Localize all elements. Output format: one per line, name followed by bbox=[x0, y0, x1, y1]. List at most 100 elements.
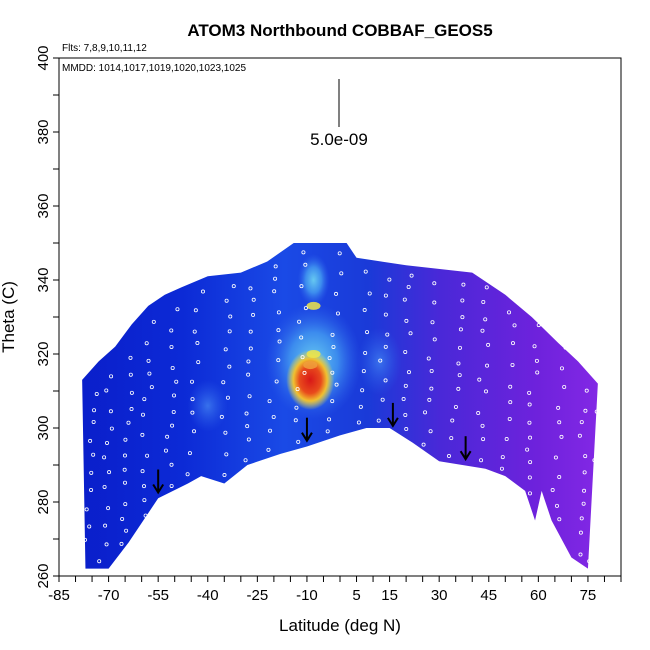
sample-point bbox=[403, 412, 408, 417]
sample-point bbox=[481, 437, 486, 442]
sample-point bbox=[557, 420, 562, 425]
sample-point bbox=[170, 423, 175, 428]
sample-point bbox=[587, 559, 592, 564]
sample-point bbox=[579, 516, 584, 521]
sample-point bbox=[147, 371, 152, 376]
sample-point bbox=[268, 428, 273, 433]
sample-point bbox=[195, 341, 200, 346]
sample-point bbox=[224, 452, 229, 457]
sample-point bbox=[406, 370, 411, 375]
hotspot-yellow bbox=[306, 301, 321, 310]
sample-point bbox=[361, 369, 366, 374]
sample-point bbox=[376, 418, 381, 423]
sample-point bbox=[508, 384, 513, 389]
sample-point bbox=[559, 366, 564, 371]
y-tick-label: 280 bbox=[35, 489, 52, 514]
sample-point bbox=[109, 426, 114, 431]
x-axis: -85 -70 -55 -40 -25 -10 5 15 30 45 60 75 bbox=[48, 576, 622, 604]
sample-point bbox=[449, 436, 454, 441]
sample-point bbox=[528, 460, 533, 465]
sample-point bbox=[477, 377, 482, 382]
sample-point bbox=[401, 397, 406, 402]
sample-point bbox=[387, 277, 392, 282]
sample-point bbox=[271, 414, 276, 419]
sample-point bbox=[185, 472, 190, 477]
sample-point bbox=[142, 397, 147, 402]
sample-point bbox=[190, 410, 195, 415]
sample-point bbox=[380, 397, 385, 402]
sample-points bbox=[79, 250, 604, 564]
y-axis: 260 280 300 320 340 360 380 400 bbox=[35, 45, 59, 589]
sample-point bbox=[327, 356, 332, 361]
sample-point bbox=[595, 444, 600, 449]
sample-point bbox=[356, 420, 361, 425]
sample-point bbox=[460, 298, 465, 303]
sample-point bbox=[406, 285, 411, 290]
sample-point bbox=[334, 291, 339, 296]
sample-point bbox=[337, 251, 342, 256]
sample-point bbox=[223, 347, 228, 352]
sample-point bbox=[251, 312, 256, 317]
sample-point bbox=[107, 470, 112, 475]
sample-point bbox=[273, 264, 278, 269]
sample-point bbox=[126, 420, 131, 425]
sample-point bbox=[227, 364, 232, 369]
sample-point bbox=[450, 418, 455, 423]
sample-point bbox=[476, 411, 481, 416]
sample-point bbox=[339, 271, 344, 276]
sample-point bbox=[128, 355, 133, 360]
sample-point bbox=[102, 484, 107, 489]
sample-point bbox=[231, 284, 236, 289]
sample-point bbox=[248, 329, 253, 334]
sample-point bbox=[378, 358, 383, 363]
sample-point bbox=[128, 372, 133, 377]
sample-point bbox=[525, 447, 530, 452]
sample-point bbox=[165, 434, 170, 439]
sample-point bbox=[79, 559, 84, 564]
sample-point bbox=[251, 297, 256, 302]
sample-point bbox=[123, 502, 128, 507]
sample-point bbox=[300, 355, 305, 360]
sample-point bbox=[143, 513, 148, 518]
sample-point bbox=[89, 470, 94, 475]
sample-point bbox=[146, 358, 151, 363]
sample-point bbox=[486, 342, 491, 347]
sample-point bbox=[140, 469, 145, 474]
scale-bar-label: 5.0e-09 bbox=[310, 130, 368, 149]
sample-point bbox=[122, 453, 127, 458]
sample-point bbox=[508, 400, 513, 405]
x-tick-label: 45 bbox=[480, 587, 497, 604]
sample-point bbox=[189, 379, 194, 384]
x-tick-label: 5 bbox=[352, 587, 360, 604]
sample-point bbox=[87, 524, 92, 529]
sample-point bbox=[274, 379, 279, 384]
x-axis-label: Latitude (deg N) bbox=[279, 616, 401, 635]
sample-point bbox=[577, 433, 582, 438]
hotspot-red bbox=[286, 349, 335, 410]
sample-point bbox=[590, 541, 595, 546]
sample-point bbox=[453, 404, 458, 409]
x-tick-label: 75 bbox=[580, 587, 597, 604]
sample-point bbox=[244, 411, 249, 416]
sample-point bbox=[432, 337, 437, 342]
sample-point bbox=[446, 454, 451, 459]
sample-point bbox=[550, 488, 555, 493]
sample-point bbox=[171, 409, 176, 414]
sample-point bbox=[404, 318, 409, 323]
arrow-head bbox=[301, 432, 313, 443]
sample-point bbox=[227, 329, 232, 334]
sample-point bbox=[91, 452, 96, 457]
sample-point bbox=[578, 552, 583, 557]
sample-point bbox=[510, 362, 515, 367]
sample-point bbox=[481, 300, 486, 305]
sample-point bbox=[584, 388, 589, 393]
sample-point bbox=[507, 310, 512, 315]
sample-point bbox=[403, 349, 408, 354]
glow-region bbox=[297, 254, 330, 306]
sample-point bbox=[187, 451, 192, 456]
sample-point bbox=[365, 330, 370, 335]
arrows bbox=[152, 402, 472, 495]
dates-label: MMDD: 1014,1017,1019,1020,1023,1025 bbox=[62, 63, 246, 74]
sample-point bbox=[221, 380, 226, 385]
